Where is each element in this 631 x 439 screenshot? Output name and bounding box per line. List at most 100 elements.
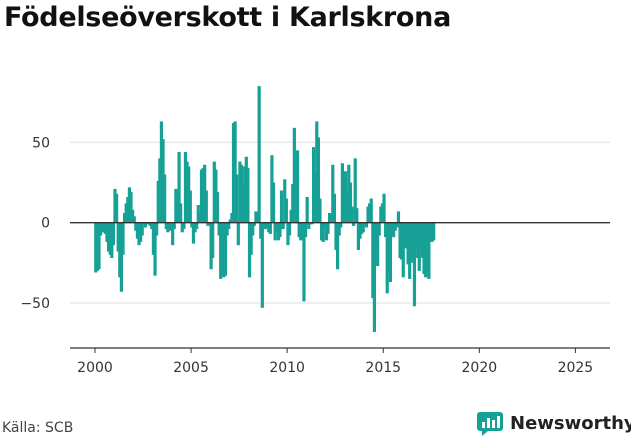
bar <box>228 219 232 223</box>
bar <box>100 222 104 233</box>
bar <box>295 150 300 223</box>
bar <box>388 222 393 283</box>
bar <box>401 222 405 278</box>
bar <box>372 222 377 332</box>
bar <box>246 168 250 223</box>
bar <box>172 222 176 230</box>
y-tick-labels: −50 0 50 <box>20 135 50 312</box>
bar <box>211 222 215 259</box>
brand-label: Newsworthy <box>510 412 631 434</box>
bar <box>396 211 401 223</box>
bar <box>275 222 279 231</box>
bar <box>377 222 381 236</box>
bar <box>303 222 308 238</box>
bar <box>366 206 370 223</box>
bar <box>348 182 353 223</box>
bar <box>310 222 314 225</box>
bar <box>302 222 306 302</box>
x-tick-labels: 2000 2005 2010 2015 2020 2025 <box>77 348 593 376</box>
bar <box>268 222 272 234</box>
bar <box>219 222 223 279</box>
bar <box>395 222 399 228</box>
bar <box>427 222 431 279</box>
bar <box>252 222 256 226</box>
bar <box>249 222 253 255</box>
bar <box>251 222 255 236</box>
bar <box>95 222 99 271</box>
x-tick-label: 2020 <box>462 360 498 376</box>
bar <box>175 213 180 223</box>
bar <box>182 222 186 230</box>
x-tick-label: 2015 <box>365 360 401 376</box>
bar <box>432 222 436 241</box>
brand-logo[interactable]: Newsworthy <box>476 409 631 437</box>
bar <box>321 222 325 242</box>
bar <box>233 121 237 223</box>
bar <box>305 196 309 223</box>
bar <box>339 222 343 228</box>
y-tick-label: −50 <box>20 296 50 312</box>
bar <box>284 198 288 223</box>
bar <box>279 190 284 223</box>
bar <box>307 222 311 230</box>
bar <box>340 163 344 223</box>
bar <box>179 203 183 223</box>
bar <box>183 151 188 223</box>
x-tick-label: 2010 <box>269 360 305 376</box>
bar <box>118 222 122 278</box>
x-tick-label: 2005 <box>173 360 209 376</box>
bar <box>376 222 380 267</box>
bar <box>422 222 426 275</box>
bar <box>142 222 146 225</box>
bar <box>344 171 348 223</box>
bar <box>111 222 115 246</box>
bar <box>361 222 365 233</box>
bar <box>316 137 320 223</box>
bar <box>177 151 181 223</box>
bar <box>319 222 324 241</box>
bar <box>204 190 208 223</box>
chart-title: Födelseöverskott i Karlskrona <box>4 2 452 33</box>
bar <box>308 222 312 225</box>
bar <box>353 158 357 223</box>
bars <box>94 86 436 332</box>
bar <box>132 216 136 223</box>
bar <box>196 204 200 223</box>
bar <box>336 222 340 270</box>
x-tick-label: 2000 <box>77 360 113 376</box>
bar <box>236 222 240 246</box>
source-note: Källa: SCB <box>2 420 74 436</box>
bar <box>215 192 220 223</box>
bar <box>143 222 148 228</box>
bar <box>247 222 252 278</box>
bar <box>155 222 159 236</box>
y-tick-label: 50 <box>32 135 50 151</box>
bar <box>185 161 189 223</box>
bar <box>369 198 373 223</box>
bar <box>137 222 141 246</box>
bar <box>278 222 282 238</box>
bar <box>241 184 245 223</box>
bar <box>400 222 404 260</box>
bar <box>337 222 341 236</box>
bar <box>273 222 277 241</box>
bar <box>188 190 192 223</box>
bar <box>156 180 160 223</box>
bar <box>207 222 212 225</box>
bar <box>287 222 292 236</box>
bar <box>169 222 173 231</box>
bar <box>263 222 268 230</box>
bar <box>364 222 369 228</box>
bar <box>195 222 199 230</box>
bar <box>129 192 133 223</box>
bar <box>110 222 114 259</box>
bar <box>140 222 144 236</box>
bar <box>412 222 417 307</box>
bar <box>119 222 124 292</box>
axes <box>70 221 610 349</box>
bar <box>257 86 261 223</box>
bar <box>150 222 154 230</box>
bar <box>235 174 239 223</box>
bar <box>297 222 301 238</box>
newsworthy-icon <box>477 412 503 436</box>
